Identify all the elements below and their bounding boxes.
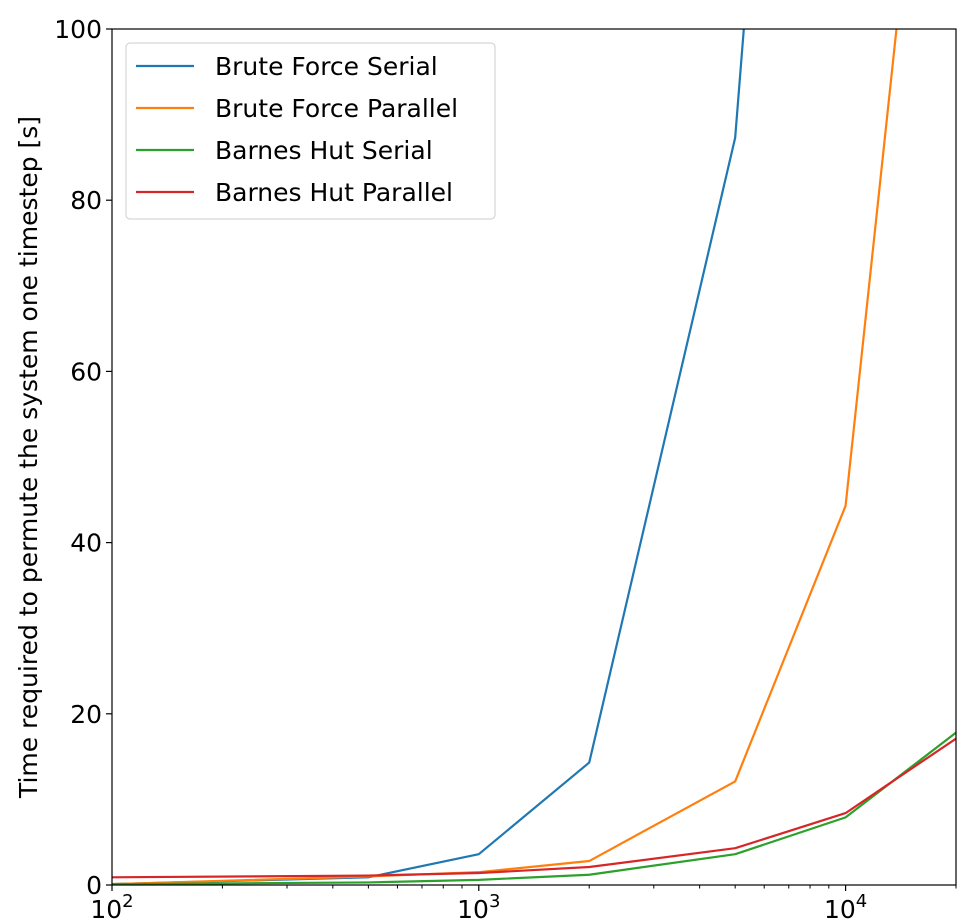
- legend: Brute Force Serial Brute Force Parallel Ba…: [125, 42, 496, 220]
- legend-label: Brute Force Serial: [215, 52, 438, 81]
- legend-label: Barnes Hut Serial: [215, 136, 433, 165]
- legend-label: Barnes Hut Parallel: [215, 178, 453, 207]
- legend-box: [125, 42, 496, 220]
- y-tick-label: 40: [70, 529, 102, 558]
- y-tick-label: 80: [70, 186, 102, 215]
- y-tick-label: 20: [70, 700, 102, 729]
- legend-label: Brute Force Parallel: [215, 94, 458, 123]
- x-tick-label: 103: [457, 891, 500, 923]
- y-tick-label: 60: [70, 357, 102, 386]
- x-tick-label: 102: [90, 891, 133, 923]
- x-tick-label: 104: [824, 891, 867, 923]
- plot-frame: [111, 28, 957, 886]
- ticks-layer: 0 20 40 60 80 100 102 103 104: [54, 15, 957, 923]
- series-layer: [112, 29, 956, 885]
- series-line-4: [112, 737, 956, 879]
- series-line-3: [112, 731, 956, 885]
- y-tick-label: 100: [54, 15, 102, 44]
- y-tick-label: 0: [86, 871, 102, 900]
- y-axis-label: Time required to permute the system one …: [14, 116, 43, 799]
